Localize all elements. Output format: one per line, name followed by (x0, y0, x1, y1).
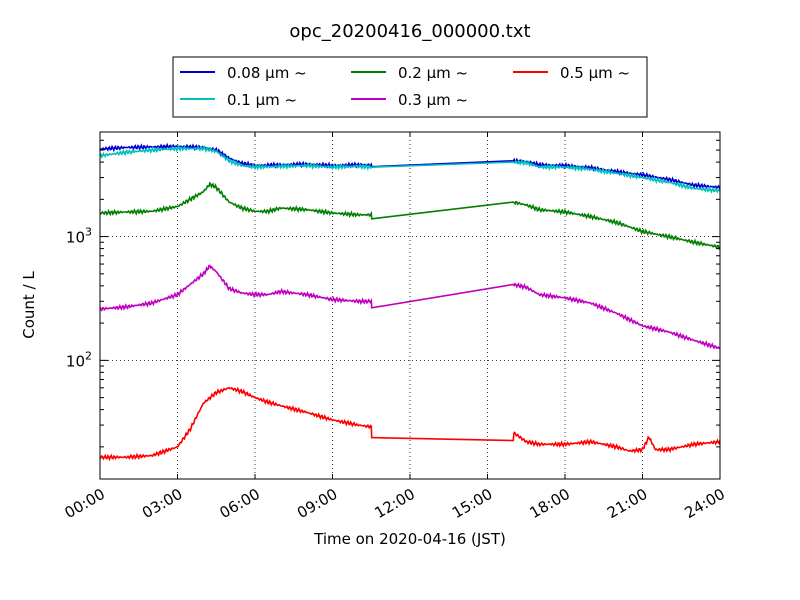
legend-label: 0.2 μm ~ (398, 64, 468, 82)
y-axis-label: Count / L (20, 271, 38, 339)
legend-label: 0.5 μm ~ (560, 64, 630, 82)
legend-label: 0.08 μm ~ (227, 64, 307, 82)
series-line (99, 181, 721, 250)
y-tick-exponent: 2 (85, 349, 92, 362)
x-tick-label: 06:00 (217, 485, 263, 522)
x-tick-label: 00:00 (62, 485, 108, 522)
legend-label: 0.3 μm ~ (398, 91, 468, 109)
x-tick-label: 21:00 (604, 485, 650, 522)
y-tick-exponent: 3 (85, 226, 92, 239)
grid (100, 132, 720, 479)
series-line (100, 142, 721, 190)
series-line (99, 386, 721, 462)
x-tick-label: 03:00 (139, 485, 185, 522)
x-tick-label: 09:00 (294, 485, 340, 522)
y-tick-base: 10 (66, 352, 85, 370)
x-tick-labels: 00:00 03:00 06:00 09:00 12:00 15:00 18:00 21:00… (62, 485, 728, 522)
x-tick-label: 24:00 (682, 485, 728, 522)
chart-title: opc_20200416_000000.txt (289, 21, 530, 42)
ticks (99, 131, 721, 479)
x-tick-label: 12:00 (372, 485, 418, 522)
series-line (99, 264, 721, 350)
y-tick-label: 102 (66, 349, 92, 370)
legend-frame (172, 56, 648, 118)
legend: 0.08 μm ~ 0.1 μm ~ 0.2 μm ~ 0.3 μm ~ 0.5 μm … (172, 56, 648, 118)
y-tick-label: 103 (66, 226, 92, 247)
x-axis-label: Time on 2020-04-16 (JST) (313, 530, 506, 548)
series-group (99, 142, 721, 462)
x-tick-label: 15:00 (449, 485, 495, 522)
legend-label: 0.1 μm ~ (227, 91, 297, 109)
x-tick-label: 18:00 (527, 485, 573, 522)
y-tick-base: 10 (66, 229, 85, 247)
series-line (99, 144, 721, 194)
